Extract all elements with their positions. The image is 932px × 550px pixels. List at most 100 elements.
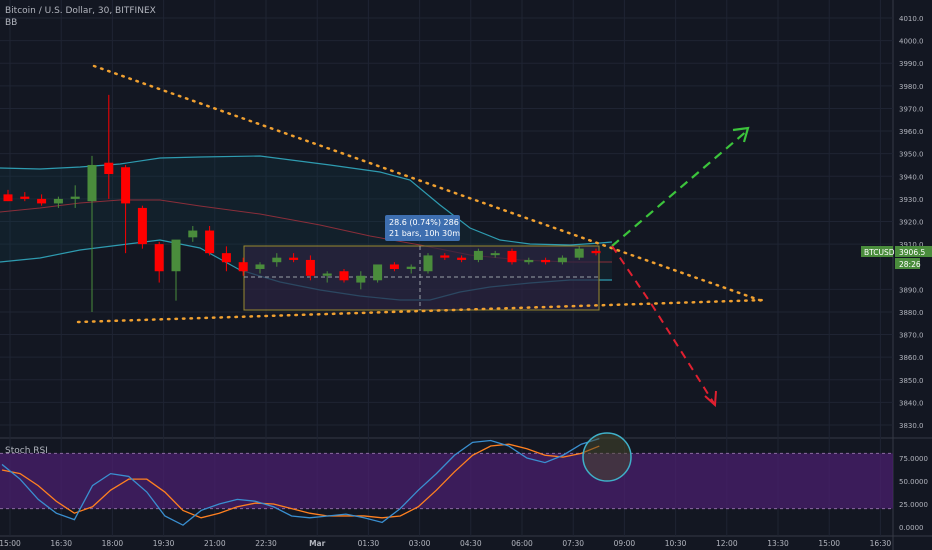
candle-body [188, 230, 198, 238]
price-tick: 3930.0 [899, 196, 924, 204]
bullish-arrow-head [732, 126, 750, 143]
time-tick: 04:30 [460, 539, 482, 548]
time-tick: 12:00 [716, 539, 738, 548]
price-tick: 3870.0 [899, 332, 924, 340]
time-tick: 07:30 [562, 539, 584, 548]
price-tick: 3970.0 [899, 105, 924, 113]
resistance-trendline [92, 64, 767, 304]
axes: 4010.0 4000.0 3990.0 3980.0 3970.0 3960.0 3950… [0, 15, 928, 548]
candle-body [221, 253, 231, 263]
candle-body [37, 198, 47, 204]
candle-body [137, 207, 147, 245]
price-tick: 4010.0 [899, 15, 924, 23]
candle-body [373, 264, 383, 281]
candle-body [406, 266, 416, 269]
support-trendline [76, 298, 767, 324]
price-tick: 3990.0 [899, 60, 924, 68]
candle-body [574, 248, 584, 258]
candle-body [154, 244, 164, 272]
candle-body [171, 239, 181, 272]
measure-rect [243, 245, 600, 311]
price-tick: 3830.0 [899, 422, 924, 430]
candle-body [121, 167, 131, 204]
rsi-tick: 75.0000 [899, 455, 928, 463]
price-tick: 3840.0 [899, 399, 924, 407]
price-tick: 3960.0 [899, 128, 924, 136]
stoch-rsi-lines [0, 432, 893, 526]
price-tick: 3890.0 [899, 286, 924, 294]
candle-body [53, 198, 63, 204]
stoch-rsi-label: Stoch RSI [5, 446, 48, 456]
time-tick: 16:30 [870, 539, 892, 548]
price-tick: 3920.0 [899, 219, 924, 227]
candle-body [87, 164, 97, 202]
trend-drawings[interactable] [76, 64, 767, 408]
time-tick: 19:30 [153, 539, 175, 548]
time-tick: 18:00 [102, 539, 124, 548]
candle-body [440, 255, 450, 258]
candle-body [389, 264, 399, 269]
time-tick: 15:00 [0, 539, 21, 548]
candle-body [507, 250, 517, 263]
time-tick: Mar [309, 539, 326, 548]
candle-body [20, 196, 30, 199]
candle-body [591, 250, 601, 254]
candle-body [238, 262, 248, 272]
price-tick: 4000.0 [899, 38, 924, 46]
last-price-value: 3906.5 [899, 248, 925, 257]
candle-body [104, 162, 114, 175]
candle-body [305, 259, 315, 276]
candle-body [356, 275, 366, 283]
price-tick: 3910.0 [899, 241, 924, 249]
measure-tooltip-line1: 28.6 (0.74%) 286 [389, 218, 459, 227]
candle-body [322, 273, 332, 276]
candle-body [70, 196, 80, 199]
rsi-tick: 25.0000 [899, 501, 928, 509]
measure-tooltip: 28.6 (0.74%) 286 21 bars, 10h 30m [385, 215, 460, 241]
rsi-k-line [1, 438, 600, 526]
candle-body [490, 253, 500, 256]
candle-body [3, 194, 13, 202]
time-tick: 09:00 [614, 539, 636, 548]
candlestick-series [3, 94, 601, 312]
candle-body [255, 264, 265, 269]
measure-box[interactable] [243, 245, 600, 311]
rsi-tick: 50.0000 [899, 478, 928, 486]
time-tick: 13:30 [767, 539, 789, 548]
time-tick: 01:30 [358, 539, 380, 548]
bar-countdown: 28:26 [899, 260, 921, 269]
candle-body [457, 257, 467, 260]
rsi-tick: 0.0000 [899, 524, 924, 532]
price-tick: 3860.0 [899, 354, 924, 362]
bullish-arrow-line [611, 129, 749, 247]
indicator-label: BB [5, 18, 17, 28]
bearish-arrow-line [611, 245, 716, 406]
price-tick: 3940.0 [899, 173, 924, 181]
candle-body [289, 257, 299, 260]
measure-tooltip-line2: 21 bars, 10h 30m [389, 229, 460, 238]
time-tick: 21:00 [204, 539, 226, 548]
rsi-highlight-circle [582, 432, 632, 482]
candle-body [557, 257, 567, 263]
symbol-title: Bitcoin / U.S. Dollar, 30, BITFINEX [5, 6, 156, 16]
time-tick: 16:30 [50, 539, 72, 548]
candle-body [541, 259, 551, 263]
time-tick: 10:30 [665, 539, 687, 548]
price-tick: 3850.0 [899, 377, 924, 385]
price-tick: 3950.0 [899, 151, 924, 159]
time-tick: 22:30 [255, 539, 277, 548]
time-tick: 06:00 [511, 539, 533, 548]
price-tick: 3880.0 [899, 309, 924, 317]
candle-body [339, 271, 349, 281]
candle-body [473, 250, 483, 260]
candle-body [272, 257, 282, 263]
candle-body [205, 230, 215, 254]
price-tick: 3980.0 [899, 83, 924, 91]
candle-body [423, 255, 433, 272]
time-tick: 15:00 [818, 539, 840, 548]
time-tick: 03:00 [409, 539, 431, 548]
rsi-d-line [1, 443, 600, 519]
candle-body [524, 259, 534, 263]
last-price-tag: BTCUSD 3906.5 28:26 [861, 246, 932, 269]
